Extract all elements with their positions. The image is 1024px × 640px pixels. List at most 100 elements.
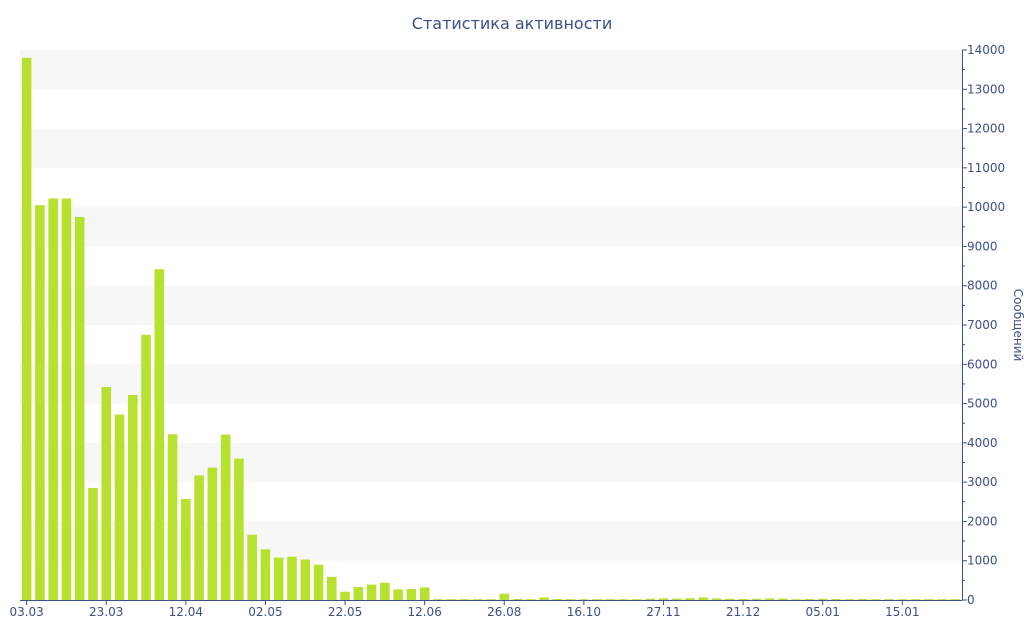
bar[interactable] xyxy=(340,591,350,600)
bar[interactable] xyxy=(353,587,364,600)
y-tick-label: 14000 xyxy=(967,43,1005,57)
bar[interactable] xyxy=(804,599,815,600)
bar[interactable] xyxy=(207,467,218,600)
bar[interactable] xyxy=(605,599,616,600)
bar[interactable] xyxy=(565,599,576,600)
bar[interactable] xyxy=(101,387,112,600)
bar[interactable] xyxy=(831,599,841,600)
bar[interactable] xyxy=(167,434,178,600)
y-axis-title: Сообщений xyxy=(1011,289,1024,362)
bar[interactable] xyxy=(300,559,311,600)
bar[interactable] xyxy=(446,599,456,600)
bar[interactable] xyxy=(88,488,98,600)
grid-band xyxy=(20,207,962,247)
bar[interactable] xyxy=(671,598,682,600)
bar[interactable] xyxy=(234,458,244,600)
bar[interactable] xyxy=(632,599,642,600)
bar[interactable] xyxy=(592,599,602,600)
y-tick-label: 10000 xyxy=(967,200,1005,214)
bar[interactable] xyxy=(181,499,191,600)
bar[interactable] xyxy=(154,269,165,600)
y-tick-label: 3000 xyxy=(967,475,998,489)
bar[interactable] xyxy=(751,598,762,600)
y-tick-label: 13000 xyxy=(967,82,1005,96)
x-tick-label: 26.08 xyxy=(487,605,521,619)
bar[interactable] xyxy=(526,599,536,600)
bar[interactable] xyxy=(114,414,125,600)
y-tick-label: 6000 xyxy=(967,357,998,371)
bar[interactable] xyxy=(127,394,138,600)
bar[interactable] xyxy=(273,557,284,600)
bar[interactable] xyxy=(393,589,403,600)
bar[interactable] xyxy=(579,599,589,600)
x-tick-label: 03.03 xyxy=(9,605,43,619)
y-tick-label: 11000 xyxy=(967,161,1005,175)
x-tick-label: 22.05 xyxy=(328,605,362,619)
bars-series xyxy=(21,57,961,601)
bar[interactable] xyxy=(844,599,855,600)
y-axis: 0 1000 2000 3000 4000 5000 6000 7000 8000 9000 100… xyxy=(962,43,1005,607)
bar[interactable] xyxy=(21,57,32,601)
bar[interactable] xyxy=(937,599,947,600)
bar[interactable] xyxy=(817,598,828,600)
grid-band xyxy=(20,285,962,325)
x-tick-label: 02.05 xyxy=(248,605,282,619)
bar[interactable] xyxy=(247,534,257,600)
x-tick-label: 12.06 xyxy=(407,605,441,619)
x-tick-label: 23.03 xyxy=(89,605,123,619)
bar[interactable] xyxy=(791,599,801,600)
bar[interactable] xyxy=(327,576,337,600)
bar[interactable] xyxy=(618,599,629,600)
y-tick-label: 9000 xyxy=(967,239,998,253)
x-tick-label: 16.10 xyxy=(567,605,601,619)
bar[interactable] xyxy=(48,198,58,601)
bar[interactable] xyxy=(884,599,894,600)
bar[interactable] xyxy=(950,599,961,600)
bar[interactable] xyxy=(698,597,709,600)
y-tick-label: 12000 xyxy=(967,122,1005,136)
bar[interactable] xyxy=(260,549,271,600)
bar[interactable] xyxy=(725,598,735,600)
bar[interactable] xyxy=(287,556,297,600)
bar[interactable] xyxy=(738,599,748,600)
bar[interactable] xyxy=(459,599,470,600)
bar[interactable] xyxy=(764,598,775,600)
bar[interactable] xyxy=(472,599,483,600)
bar[interactable] xyxy=(645,598,655,600)
bar[interactable] xyxy=(552,599,563,600)
bar[interactable] xyxy=(897,599,908,600)
bar[interactable] xyxy=(658,598,669,600)
bar[interactable] xyxy=(35,205,45,600)
bar[interactable] xyxy=(778,598,788,600)
bar[interactable] xyxy=(870,599,881,600)
bar[interactable] xyxy=(910,599,921,600)
bar[interactable] xyxy=(141,334,151,600)
bar[interactable] xyxy=(61,198,72,601)
x-tick-label: 15.01 xyxy=(885,605,919,619)
bar[interactable] xyxy=(486,599,496,600)
y-tick-label: 7000 xyxy=(967,318,998,332)
x-tick-label: 27.11 xyxy=(646,605,680,619)
bar[interactable] xyxy=(924,599,934,600)
x-tick-label: 05.01 xyxy=(806,605,840,619)
bar[interactable] xyxy=(380,582,390,600)
bar[interactable] xyxy=(512,599,523,600)
bar[interactable] xyxy=(685,598,695,600)
bar[interactable] xyxy=(857,599,868,600)
bar[interactable] xyxy=(499,593,510,600)
grid-band xyxy=(20,128,962,168)
bar[interactable] xyxy=(419,587,430,600)
x-tick-label: 12.04 xyxy=(169,605,203,619)
bar[interactable] xyxy=(313,564,324,600)
bar[interactable] xyxy=(539,597,549,600)
bar[interactable] xyxy=(433,599,443,600)
bar[interactable] xyxy=(711,598,722,600)
bar[interactable] xyxy=(194,475,204,600)
bar[interactable] xyxy=(406,589,417,600)
bar[interactable] xyxy=(74,216,85,600)
y-tick-label: 4000 xyxy=(967,436,998,450)
bar[interactable] xyxy=(366,584,377,600)
bar[interactable] xyxy=(220,434,231,600)
